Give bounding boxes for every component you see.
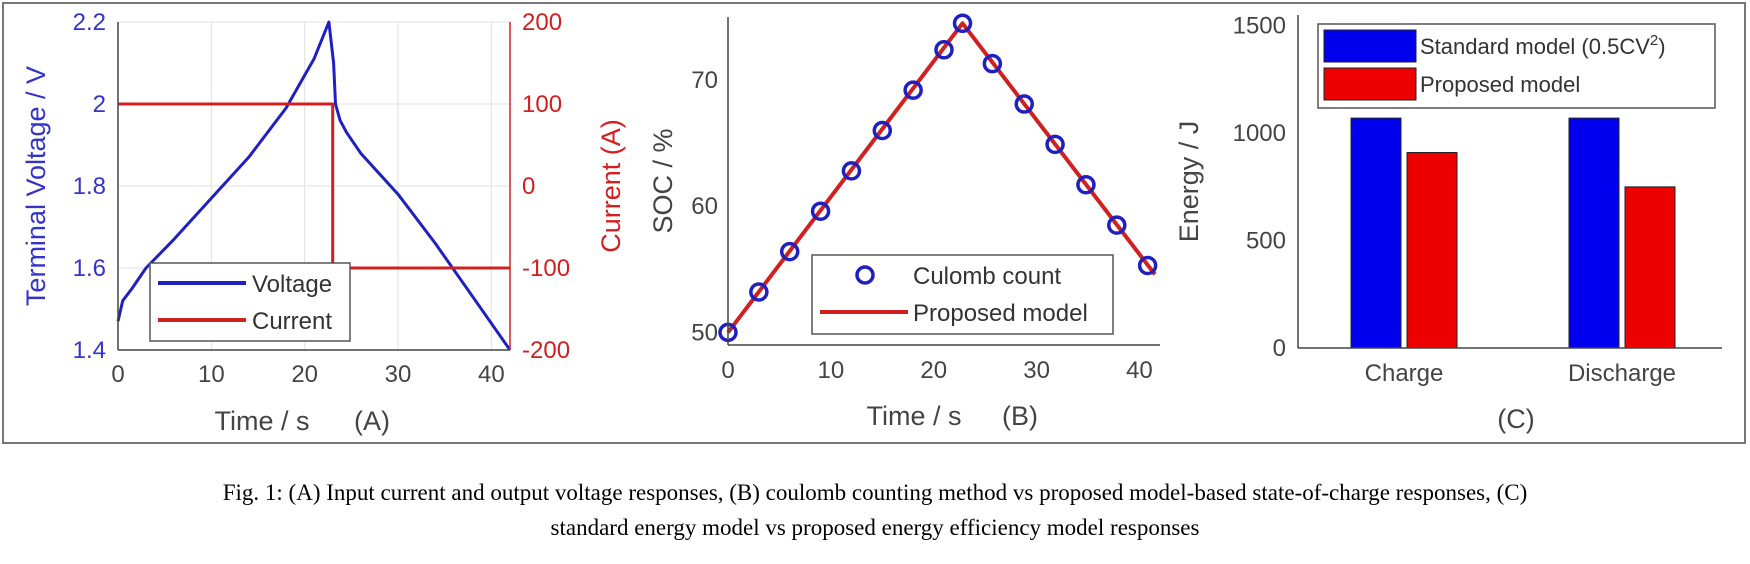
figure-canvas: 0 10 20 30 401.41.61.822.2-200-1000100200Tim… [21, 9, 1722, 436]
panel-c: Charge Discharge 0 500 1000 1500 Energy / J (C)… [1174, 13, 1722, 434]
legend-label: Standard model (0.5CV2) [1420, 32, 1666, 59]
y-axis-label-left: Terminal Voltage / V [21, 66, 51, 306]
panel-b: 0 10 20 30 40 50 60 70 Time / s (B) SOC / % Culomb … [648, 13, 1160, 431]
x-tick-label: 30 [385, 361, 412, 388]
y-tick-label: 70 [691, 67, 718, 94]
y-tick-label-left: 1.4 [73, 337, 106, 364]
caption-line-1: Fig. 1: (A) Input current and output vol… [222, 480, 1528, 505]
y-tick-label-right: -200 [522, 337, 570, 364]
data-point-culomb [1137, 255, 1158, 276]
legend-b: Culomb count Proposed model [811, 254, 1114, 335]
x-tick-label: 10 [198, 361, 225, 388]
data-point-culomb [1107, 215, 1127, 235]
data-point-culomb [1076, 175, 1096, 195]
figure-caption: Fig. 1: (A) Input current and output vol… [0, 475, 1750, 545]
y-tick-label-left: 1.8 [73, 173, 106, 200]
bar-standard-charge [1350, 117, 1402, 349]
y-tick-label: 60 [691, 193, 718, 220]
legend-label: Culomb count [913, 263, 1061, 290]
legend-a: Voltage Current [149, 262, 351, 342]
data-point-culomb [903, 80, 923, 100]
legend-label: Current [252, 308, 332, 335]
y-tick-label: 1000 [1233, 120, 1286, 147]
legend-swatch-marker [855, 265, 875, 285]
data-point-culomb [934, 40, 954, 60]
x-axis-label: Time / s [866, 401, 961, 431]
bar-proposed-discharge [1624, 186, 1676, 349]
y-tick-label: 500 [1246, 228, 1286, 255]
legend-label: Proposed model [1420, 72, 1580, 97]
data-point-culomb [872, 120, 893, 141]
y-tick-label-right: 100 [522, 91, 562, 118]
bar-standard-discharge [1568, 117, 1620, 349]
y-tick-label-right: 200 [522, 9, 562, 36]
legend-swatch [1323, 29, 1417, 63]
data-point-culomb [1045, 134, 1065, 155]
x-tick-label: Discharge [1568, 360, 1676, 387]
caption-line-2: standard energy model vs proposed energy… [550, 515, 1200, 540]
y-tick-label-right: 0 [522, 173, 535, 200]
y-tick-label: 0 [1273, 335, 1286, 362]
x-tick-label: 10 [818, 357, 845, 384]
y-tick-label-left: 1.6 [73, 255, 106, 282]
panel-label: (C) [1497, 404, 1534, 434]
x-tick-label: 40 [1126, 357, 1153, 384]
data-point-culomb [779, 241, 800, 262]
y-axis-label-right: Current (A) [596, 119, 626, 253]
data-point-culomb [952, 13, 973, 34]
bar-proposed-charge [1406, 151, 1458, 349]
panel-label: (A) [354, 406, 390, 436]
y-tick-label: 50 [691, 319, 718, 346]
legend-label: Voltage [252, 271, 332, 298]
x-tick-label: Charge [1365, 360, 1444, 387]
x-tick-label: 20 [920, 357, 947, 384]
x-tick-label: 0 [721, 357, 734, 384]
series-line-voltage [116, 20, 512, 351]
y-axis-label: SOC / % [648, 128, 678, 233]
legend-c: Standard model (0.5CV2) Proposed model [1317, 23, 1716, 109]
data-point-culomb [749, 282, 769, 302]
x-tick-label: 30 [1023, 357, 1050, 384]
x-tick-label: 20 [291, 361, 318, 388]
y-tick-label: 1500 [1233, 13, 1286, 40]
y-tick-label-left: 2.2 [73, 9, 106, 36]
data-point-culomb [1014, 94, 1034, 114]
y-tick-label-right: -100 [522, 255, 570, 282]
panel-a: 0 10 20 30 40 1.4 1.6 1.8 2 2.2 -200 -100 0 100 200 Tim… [21, 9, 626, 436]
data-point-culomb [810, 201, 831, 222]
data-point-culomb [841, 161, 862, 181]
y-tick-label-left: 2 [93, 91, 106, 118]
legend-swatch [1323, 67, 1417, 101]
y-axis-label: Energy / J [1174, 121, 1204, 243]
legend-label: Proposed model [913, 300, 1088, 327]
panel-label: (B) [1002, 401, 1038, 431]
legend-box [149, 262, 351, 342]
data-point-culomb [982, 53, 1003, 74]
x-axis-label: Time / s [214, 406, 309, 436]
x-tick-label: 40 [478, 361, 505, 388]
series-line-current [118, 102, 510, 270]
x-tick-label: 0 [111, 361, 124, 388]
